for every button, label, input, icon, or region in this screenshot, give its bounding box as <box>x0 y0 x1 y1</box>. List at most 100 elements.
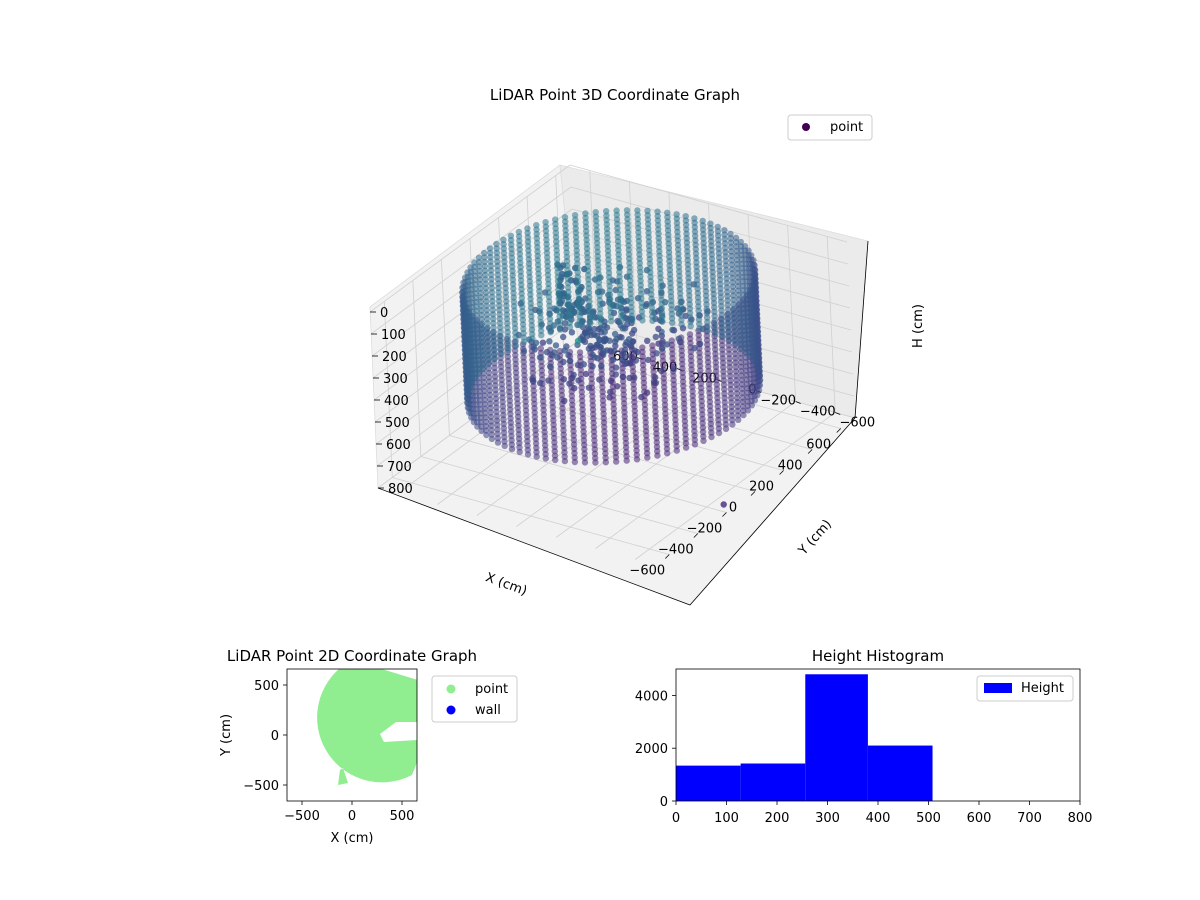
legend-histogram-swatch <box>984 683 1012 693</box>
data-point-3d <box>653 350 660 357</box>
legend-2d: point wall <box>431 675 518 723</box>
data-point-3d <box>721 227 728 234</box>
data-point-3d <box>556 347 564 355</box>
data-point-3d <box>546 338 553 345</box>
y-tick-label-histogram: 4000 <box>635 689 668 704</box>
data-point-3d <box>686 331 694 338</box>
data-point-3d <box>542 219 549 226</box>
x-tick-mark-3d <box>807 449 813 454</box>
x-tick-label-2d: −500 <box>284 809 320 824</box>
data-point-3d <box>551 349 558 356</box>
histogram-bar <box>676 765 741 801</box>
data-point-3d <box>631 347 638 354</box>
x-tick-label-3d: −400 <box>658 543 694 558</box>
data-point-3d <box>583 329 591 336</box>
x-tick-mark-3d <box>836 428 841 433</box>
data-point-3d <box>631 374 638 381</box>
grid-left-z <box>569 164 848 243</box>
data-point-3d <box>614 383 621 390</box>
data-point-3d <box>571 385 578 392</box>
data-point-3d <box>560 376 567 383</box>
chart-histogram: Height Histogram 0 100 200 300 400 500 600 700 8… <box>635 647 1093 826</box>
data-point-3d <box>612 371 619 378</box>
x-tick-mark-3d <box>750 491 756 496</box>
points-3d <box>459 207 764 508</box>
data-point-3d <box>552 216 559 223</box>
data-point-3d <box>618 334 625 341</box>
legend-2d-marker-wall <box>446 705 456 715</box>
x-tick-label-3d: 600 <box>806 438 831 453</box>
chart-2d: LiDAR Point 2D Coordinate Graph −500 0 500… <box>219 647 518 846</box>
data-point-3d <box>696 340 704 348</box>
x-tick-label-3d: −200 <box>687 522 723 537</box>
z-tick-label-3d: 300 <box>383 372 408 387</box>
data-point-3d <box>652 333 659 341</box>
x-tick-label-histogram: 0 <box>672 811 680 826</box>
y-axis-line <box>689 417 856 606</box>
data-point-3d <box>613 335 620 343</box>
z-axis-line <box>854 240 869 419</box>
data-point-3d <box>486 245 494 252</box>
legend-2d-marker-point <box>446 684 456 694</box>
data-point-3d <box>623 207 631 214</box>
data-point-3d <box>531 346 538 353</box>
data-point-3d <box>610 356 617 363</box>
data-point-3d <box>574 337 582 345</box>
y-axis-label-2d: Y (cm) <box>219 714 234 757</box>
data-point-3d <box>645 356 652 364</box>
data-point-3d <box>598 363 605 370</box>
data-point-3d <box>720 501 727 508</box>
legend-histogram-frame <box>976 675 1074 702</box>
data-point-3d <box>668 337 675 344</box>
y-tick-label-histogram: 2000 <box>635 742 668 757</box>
data-point-3d <box>621 346 629 354</box>
data-point-3d <box>600 348 607 355</box>
data-point-3d <box>638 393 645 401</box>
data-point-3d <box>607 388 614 396</box>
legend-histogram-label: Height <box>1021 681 1064 696</box>
data-point-3d <box>568 329 576 336</box>
data-point-3d <box>532 339 540 346</box>
data-point-3d <box>560 358 567 366</box>
data-point-3d <box>561 326 569 333</box>
data-point-3d <box>560 333 567 341</box>
z-tick-label-3d: 600 <box>386 438 411 453</box>
y-tick-mark-3d <box>835 412 841 415</box>
histogram-bar <box>867 745 933 801</box>
data-point-3d <box>530 377 537 384</box>
data-point-3d <box>536 354 544 361</box>
data-point-3d <box>612 364 620 371</box>
x-tick-label-histogram: 300 <box>815 811 840 826</box>
z-tick-label-3d: 700 <box>387 460 412 475</box>
x-tick-label-2d: 500 <box>390 809 415 824</box>
data-point-3d <box>576 349 584 356</box>
histogram-bar <box>740 763 806 801</box>
data-point-3d <box>639 344 646 351</box>
data-point-3d <box>607 377 615 385</box>
data-point-3d <box>623 321 631 328</box>
data-point-3d <box>682 213 689 220</box>
x-tick-label-3d: 400 <box>778 459 803 474</box>
data-point-3d <box>625 336 633 343</box>
data-point-3d <box>547 363 554 370</box>
data-point-3d <box>626 374 633 382</box>
z-tick-label-3d: 0 <box>380 306 388 321</box>
data-point-3d <box>561 347 568 354</box>
z-tick-label-3d: 100 <box>381 328 406 343</box>
z-tick-label-3d: 500 <box>385 416 410 431</box>
data-point-3d <box>493 240 500 248</box>
data-point-3d <box>589 351 596 358</box>
data-point-3d <box>630 326 638 334</box>
z-tick-label-3d: 800 <box>388 482 413 497</box>
legend-3d-marker <box>802 123 810 131</box>
x-tick-mark-3d <box>779 470 784 475</box>
data-point-3d <box>732 234 740 241</box>
x-tick-mark-3d <box>722 512 727 517</box>
x-axis-label-2d: X (cm) <box>331 831 374 846</box>
x-axis-label-3d: X (cm) <box>483 570 529 599</box>
data-point-3d <box>565 352 572 359</box>
data-point-3d <box>524 225 531 232</box>
data-point-3d <box>658 367 665 375</box>
x-tick-mark-3d <box>693 533 699 538</box>
data-point-3d <box>566 357 574 365</box>
